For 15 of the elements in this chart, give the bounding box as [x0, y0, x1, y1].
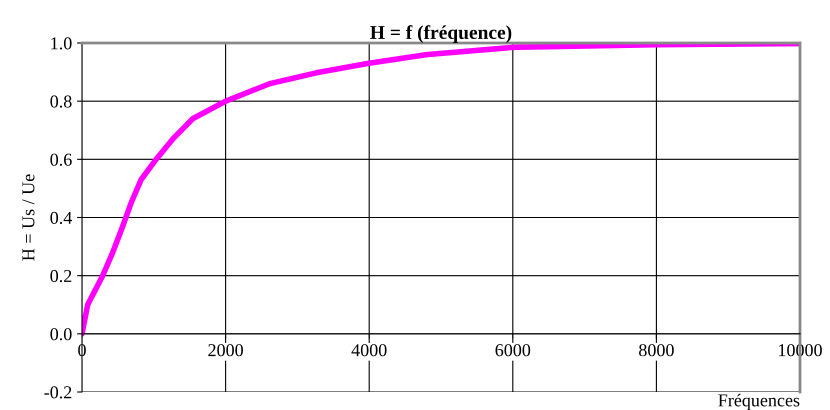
y-tick-label: 0.2 [50, 270, 72, 282]
y-tick-label: 1.0 [51, 37, 72, 50]
x-tick-label: 6000 [496, 344, 530, 356]
x-tick-label: 8000 [639, 344, 674, 356]
y-tick-label: 0.8 [50, 95, 72, 108]
x-tick-label: 4000 [351, 344, 387, 356]
y-tick-label: 0.0 [50, 328, 72, 340]
y-tick-label: 0.6 [50, 154, 72, 166]
chart-title: H = f (fréquence) [370, 25, 512, 43]
x-tick-label: 10000 [779, 344, 822, 356]
x-axis-title: Fréquences [718, 394, 800, 410]
y-tick-label: 0.4 [50, 212, 72, 224]
y-tick-label: -0.2 [44, 386, 72, 399]
y-axis-title: H = Us / Ue [22, 174, 34, 261]
x-tick-label: 2000 [208, 344, 243, 356]
